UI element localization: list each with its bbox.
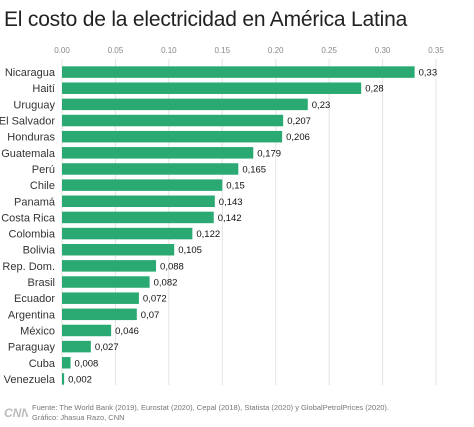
bar [62, 98, 308, 111]
value-label: 0,23 [312, 100, 331, 111]
bar [62, 373, 65, 385]
value-label: 0,027 [95, 342, 119, 353]
bar [62, 82, 362, 94]
bar [62, 211, 214, 224]
chart-footer: Fuente: The World Bank (2019), Eurostat … [32, 403, 468, 422]
bar [62, 243, 175, 256]
value-label: 0,105 [178, 245, 202, 256]
category-label: Uruguay [13, 99, 55, 111]
category-label: Chile [30, 180, 55, 192]
category-label: Rep. Dom. [2, 261, 55, 273]
value-label: 0,002 [68, 374, 92, 385]
bar [62, 324, 112, 337]
value-label: 0,28 [365, 84, 384, 95]
bars [62, 66, 415, 385]
category-label: Ecuador [14, 293, 55, 305]
cnn-logo-icon: CNN [4, 406, 28, 420]
bar-chart: 0.00 0.05 0.10 0.15 0.20 0.25 0.30 0.35 Nicarag… [0, 46, 444, 386]
value-label: 0,072 [143, 294, 167, 305]
category-label: Guatemala [1, 148, 56, 160]
value-label: 0,088 [160, 261, 184, 272]
category-label: Brasil [27, 277, 55, 289]
category-label: Paraguay [8, 342, 56, 354]
category-label: Perú [32, 164, 55, 176]
x-tick-label: 0.20 [268, 46, 284, 55]
value-label: 0,008 [75, 358, 99, 369]
value-label: 0,046 [115, 326, 139, 337]
bar [62, 179, 223, 191]
category-label: México [20, 325, 55, 337]
bar [62, 308, 137, 321]
bar [62, 227, 193, 240]
value-label: 0,122 [196, 229, 220, 240]
bar [62, 195, 215, 208]
x-tick-label: 0.00 [54, 46, 70, 55]
category-label: Panamá [14, 196, 56, 208]
value-label: 0,206 [286, 132, 310, 143]
value-label: 0,207 [287, 116, 311, 127]
category-label: Honduras [7, 132, 55, 144]
value-label: 0,142 [218, 213, 242, 224]
bar [62, 130, 283, 143]
value-label: 0,179 [257, 148, 281, 159]
value-label: 0,082 [154, 278, 178, 289]
value-labels: 0,33 0,28 0,230,207 0,206 0,179 0,165 0,15 0,14… [68, 68, 437, 386]
category-labels: Nicaragua Haití Uruguay El Salvador Honduras… [0, 67, 56, 386]
bar [62, 114, 284, 127]
bar [62, 163, 239, 175]
category-label: Nicaragua [5, 67, 56, 79]
x-tick-label: 0.25 [321, 46, 337, 55]
x-tick-label: 0.35 [428, 46, 444, 55]
category-label: Argentina [8, 309, 56, 321]
value-label: 0,33 [419, 68, 438, 79]
category-label: Venezuela [4, 374, 56, 386]
bar [62, 276, 150, 288]
category-label: Haití [32, 83, 55, 95]
value-label: 0,07 [141, 310, 160, 321]
bar [62, 260, 157, 272]
bar [62, 292, 139, 304]
credit-note: Gráfico: Jhasua Razo, CNN [32, 412, 125, 422]
x-tick-label: 0.10 [161, 46, 177, 55]
category-label: Cuba [29, 358, 56, 370]
bar [62, 147, 254, 159]
cnn-logo-text: CNN [4, 406, 28, 420]
category-label: El Salvador [0, 116, 55, 128]
bar [62, 340, 91, 353]
x-tick-label: 0.05 [108, 46, 124, 55]
value-label: 0,143 [219, 197, 243, 208]
x-tick-label: 0.30 [375, 46, 391, 55]
bar [62, 357, 71, 369]
value-label: 0,165 [242, 164, 266, 175]
x-tick-label: 0.15 [214, 46, 230, 55]
x-axis-ticks: 0.00 0.05 0.10 0.15 0.20 0.25 0.30 0.35 [54, 46, 444, 55]
category-label: Colombia [9, 229, 56, 241]
category-label: Costa Rica [1, 212, 56, 224]
category-label: Bolivia [23, 245, 56, 257]
source-note: Fuente: The World Bank (2019), Eurostat … [32, 403, 389, 412]
bar [62, 66, 415, 78]
chart-title: El costo de la electricidad en América L… [4, 8, 408, 31]
value-label: 0,15 [226, 181, 245, 192]
